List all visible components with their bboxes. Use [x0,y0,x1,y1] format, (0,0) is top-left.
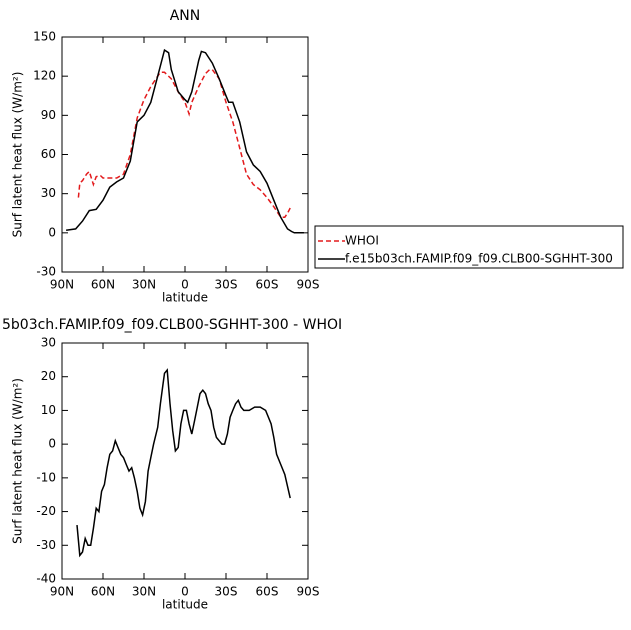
x-tick-label: 0 [181,585,189,599]
x-tick-label: 30S [215,278,238,292]
x-tick-label: 90S [297,585,320,599]
x-tick-label: 0 [181,278,189,292]
y-tick-label: 0 [48,225,56,239]
y-tick-label: -40 [36,572,56,586]
legend-box [314,225,624,269]
plot-frame [61,342,309,580]
data-line [76,368,291,558]
y-tick-label: -10 [36,470,56,484]
x-axis-label: latitude [162,291,208,305]
x-tick-label: 30S [215,585,238,599]
y-tick-label: 30 [41,336,56,350]
y-axis-label: Surf latent heat flux (W/m²) [11,72,25,238]
y-tick-label: 20 [41,369,56,383]
x-tick-label: 60S [256,585,279,599]
x-tick-label: 90S [297,278,320,292]
data-line [77,68,291,218]
y-tick-label: 0 [48,437,56,451]
legend-label: WHOI [345,234,379,248]
chart-title: 5b03ch.FAMIP.f09_f09.CLB00-SGHHT-300 - W… [2,317,342,333]
x-tick-label: 90N [50,278,74,292]
x-tick-label: 90N [50,585,74,599]
y-tick-label: -20 [36,504,56,518]
y-tick-label: 150 [33,30,56,44]
y-tick-label: -30 [36,265,56,279]
plot-frame [61,36,309,273]
chart-title: ANN [170,8,201,24]
x-tick-label: 60N [91,278,115,292]
y-axis-label: Surf latent heat flux (W/m²) [11,378,25,544]
y-tick-label: 90 [41,108,56,122]
y-tick-label: 120 [33,69,56,83]
x-tick-label: 30N [132,585,156,599]
y-tick-label: 60 [41,147,56,161]
data-line [65,48,304,234]
x-tick-label: 60S [256,278,279,292]
legend-label: f.e15b03ch.FAMIP.f09_f09.CLB00-SGHHT-300 [345,252,613,266]
y-tick-label: 30 [41,186,56,200]
x-tick-label: 30N [132,278,156,292]
y-tick-label: 10 [41,403,56,417]
x-axis-label: latitude [162,598,208,612]
x-tick-label: 60N [91,585,115,599]
y-tick-label: -30 [36,538,56,552]
